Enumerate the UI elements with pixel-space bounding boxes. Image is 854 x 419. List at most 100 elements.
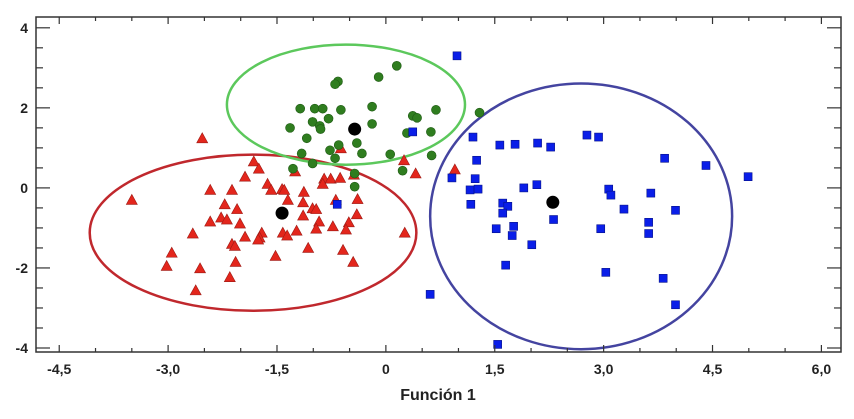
data-point-circle	[330, 79, 340, 90]
data-point-circle	[373, 72, 384, 82]
data-point-square	[491, 224, 501, 234]
data-point-square	[582, 130, 592, 140]
data-point-triangle	[326, 220, 339, 232]
data-point-circle	[317, 103, 328, 114]
data-point-triangle	[160, 259, 173, 271]
data-point-square	[470, 174, 480, 183]
data-point-triangle	[225, 183, 238, 195]
confidence-ellipse	[225, 43, 467, 166]
data-point-square	[594, 132, 603, 142]
x-tick-label: 3,0	[594, 361, 614, 377]
data-point-circle	[285, 123, 295, 133]
data-point-square	[498, 208, 508, 218]
data-point-triangle	[347, 255, 360, 267]
data-point-triangle	[278, 183, 291, 195]
data-point-square	[452, 51, 462, 61]
data-point-square	[644, 229, 653, 238]
data-point-square	[546, 142, 555, 152]
ellipses-layer	[88, 43, 734, 351]
data-point-circle	[307, 117, 318, 127]
y-tick-label: -4	[16, 340, 29, 356]
data-point-circle	[357, 148, 367, 159]
data-point-triangle	[189, 284, 202, 296]
data-point-triangle	[229, 255, 242, 267]
points-layer	[125, 51, 753, 349]
data-point-square	[509, 222, 518, 231]
data-point-circle	[385, 149, 396, 160]
data-point-circle	[288, 163, 298, 174]
data-point-circle	[325, 145, 335, 156]
data-point-triangle	[337, 243, 350, 255]
data-point-square	[510, 139, 520, 149]
data-point-square	[495, 140, 505, 150]
data-point-triangle	[310, 202, 323, 214]
data-point-triangle	[269, 249, 282, 261]
data-point-circle	[336, 105, 346, 115]
data-point-square	[332, 200, 342, 209]
data-point-square	[671, 206, 680, 215]
x-tick-label: 6,0	[812, 361, 832, 377]
data-point-triangle	[196, 132, 209, 144]
x-tick-label: 4,5	[703, 361, 723, 377]
data-point-circle	[426, 150, 437, 161]
data-point-circle	[315, 124, 326, 134]
data-point-triangle	[194, 262, 207, 274]
data-point-triangle	[324, 172, 337, 184]
data-point-circle	[301, 133, 312, 144]
y-tick-label: -2	[16, 260, 29, 276]
data-point-circle	[412, 113, 422, 123]
data-point-triangle	[281, 193, 294, 205]
data-point-square	[408, 127, 418, 137]
data-point-circle	[295, 103, 306, 114]
data-point-square	[465, 185, 475, 195]
data-point-circle	[323, 113, 334, 124]
data-point-triangle	[297, 196, 310, 208]
group-centroid	[348, 122, 362, 136]
data-point-circle	[349, 168, 360, 179]
centroids-layer	[275, 122, 560, 220]
data-point-triangle	[125, 193, 138, 205]
data-point-circle	[330, 153, 340, 164]
data-point-triangle	[239, 230, 252, 242]
confidence-ellipse	[88, 153, 418, 313]
data-point-circle	[367, 101, 377, 112]
x-axis-title: Función 1	[400, 387, 476, 404]
data-point-circle	[431, 105, 441, 115]
data-point-triangle	[409, 167, 422, 179]
data-point-circle	[309, 103, 320, 114]
data-point-triangle	[252, 233, 265, 245]
data-point-circle	[426, 127, 436, 137]
data-point-square	[743, 172, 753, 181]
data-point-square	[519, 183, 529, 193]
data-point-triangle	[233, 217, 246, 229]
data-point-square	[601, 268, 611, 277]
data-point-square	[660, 153, 669, 163]
data-point-triangle	[290, 224, 303, 236]
data-point-square	[472, 155, 481, 165]
data-point-triangle	[302, 241, 315, 253]
data-point-square	[549, 215, 558, 224]
data-point-circle	[349, 181, 360, 192]
x-tick-label: 1,5	[485, 361, 505, 377]
data-point-square	[447, 173, 457, 183]
data-point-square	[501, 260, 510, 270]
group-centroid	[275, 206, 289, 220]
data-point-square	[527, 240, 537, 250]
data-point-triangle	[228, 239, 241, 251]
data-point-triangle	[297, 209, 310, 221]
data-point-triangle	[218, 198, 231, 210]
data-point-triangle	[350, 208, 363, 220]
y-tick-label: 2	[20, 100, 28, 116]
data-point-circle	[333, 140, 344, 150]
data-point-triangle	[339, 223, 352, 235]
data-point-square	[596, 224, 606, 234]
data-point-circle	[391, 61, 402, 71]
data-point-circle	[367, 119, 377, 129]
data-point-circle	[307, 158, 318, 169]
data-point-triangle	[239, 170, 252, 182]
y-tick-label: 4	[20, 20, 28, 36]
data-point-triangle	[204, 215, 217, 227]
data-point-triangle	[334, 171, 347, 183]
data-point-square	[619, 204, 629, 214]
